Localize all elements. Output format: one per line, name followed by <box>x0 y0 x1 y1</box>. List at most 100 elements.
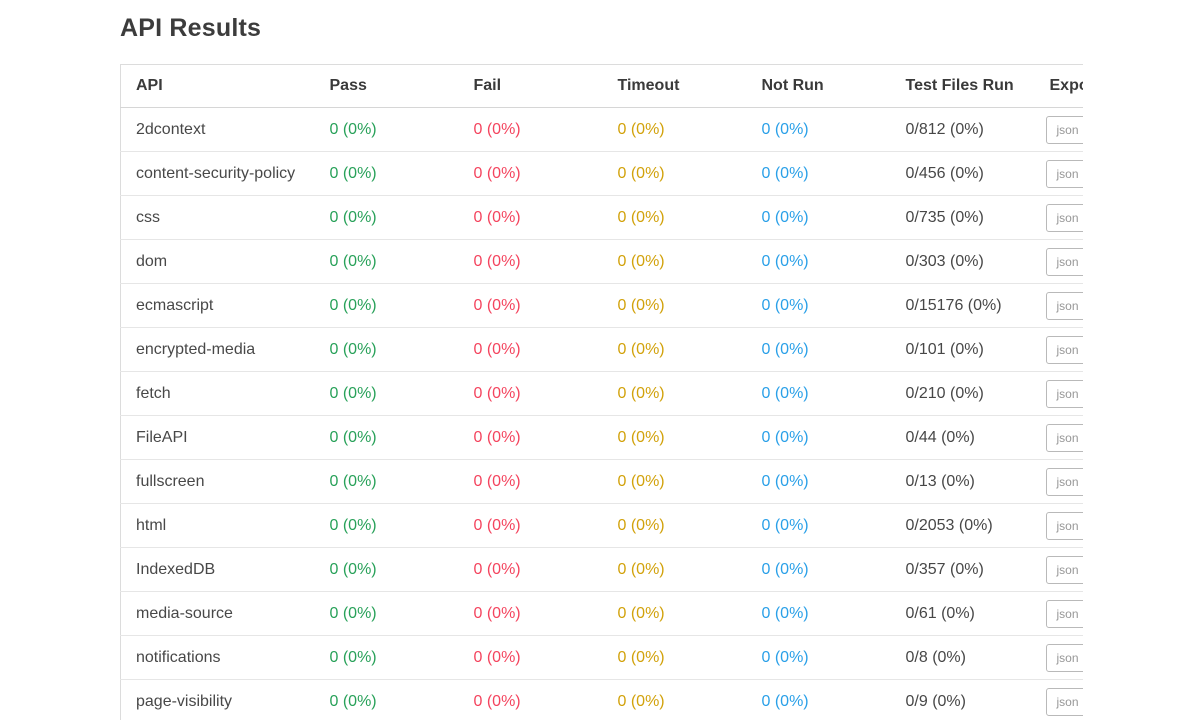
export-cell: json <box>1034 195 1083 240</box>
not-run-count-cell: 0 (0%) <box>746 503 891 548</box>
not-run-count-cell: 0 (0%) <box>746 151 891 196</box>
not-run-count-cell: 0 (0%) <box>746 327 891 372</box>
export-json-button[interactable]: json <box>1045 291 1083 320</box>
table-row: media-source 0 (0%) 0 (0%) 0 (0%) 0 (0%)… <box>120 591 1083 636</box>
not-run-count-cell: 0 (0%) <box>746 547 891 592</box>
timeout-count-cell: 0 (0%) <box>602 503 747 548</box>
not-run-count-cell: 0 (0%) <box>746 459 891 504</box>
not-run-count-cell: 0 (0%) <box>746 635 891 680</box>
pass-count-cell: 0 (0%) <box>314 415 459 460</box>
export-json-button[interactable]: json <box>1045 643 1083 672</box>
export-json-button[interactable]: json <box>1045 115 1083 144</box>
export-json-button[interactable]: json <box>1045 511 1083 540</box>
export-json-button[interactable]: json <box>1045 203 1083 232</box>
export-json-button[interactable]: json <box>1045 687 1083 716</box>
column-header-timeout: Timeout <box>602 64 747 108</box>
pass-count-cell: 0 (0%) <box>314 679 459 720</box>
timeout-count-cell: 0 (0%) <box>602 107 747 152</box>
table-row: 2dcontext 0 (0%) 0 (0%) 0 (0%) 0 (0%) 0/… <box>120 107 1083 152</box>
api-name-cell: IndexedDB <box>120 547 315 592</box>
table-row: page-visibility 0 (0%) 0 (0%) 0 (0%) 0 (… <box>120 679 1083 720</box>
pass-count-cell: 0 (0%) <box>314 635 459 680</box>
test-files-run-cell: 0/15176 (0%) <box>890 283 1035 328</box>
api-name-cell: html <box>120 503 315 548</box>
table-header: API Pass Fail Timeout Not Run Test Files… <box>120 64 1083 108</box>
api-name-cell: 2dcontext <box>120 107 315 152</box>
export-cell: json <box>1034 327 1083 372</box>
fail-count-cell: 0 (0%) <box>458 547 603 592</box>
timeout-count-cell: 0 (0%) <box>602 239 747 284</box>
timeout-count-cell: 0 (0%) <box>602 371 747 416</box>
not-run-count-cell: 0 (0%) <box>746 371 891 416</box>
export-cell: json <box>1034 679 1083 720</box>
table-row: IndexedDB 0 (0%) 0 (0%) 0 (0%) 0 (0%) 0/… <box>120 547 1083 592</box>
results-table-viewport: API Pass Fail Timeout Not Run Test Files… <box>120 64 1083 720</box>
api-name-cell: dom <box>120 239 315 284</box>
table-row: ecmascript 0 (0%) 0 (0%) 0 (0%) 0 (0%) 0… <box>120 283 1083 328</box>
api-name-cell: notifications <box>120 635 315 680</box>
test-files-run-cell: 0/13 (0%) <box>890 459 1035 504</box>
export-json-button[interactable]: json <box>1045 467 1083 496</box>
api-name-cell: fullscreen <box>120 459 315 504</box>
api-name-cell: FileAPI <box>120 415 315 460</box>
test-files-run-cell: 0/44 (0%) <box>890 415 1035 460</box>
fail-count-cell: 0 (0%) <box>458 283 603 328</box>
timeout-count-cell: 0 (0%) <box>602 151 747 196</box>
export-cell: json <box>1034 151 1083 196</box>
column-header-fail: Fail <box>458 64 603 108</box>
export-json-button[interactable]: json <box>1045 247 1083 276</box>
not-run-count-cell: 0 (0%) <box>746 239 891 284</box>
export-cell: json <box>1034 371 1083 416</box>
api-name-cell: content-security-policy <box>120 151 315 196</box>
timeout-count-cell: 0 (0%) <box>602 635 747 680</box>
export-cell: json <box>1034 107 1083 152</box>
export-cell: json <box>1034 283 1083 328</box>
export-json-button[interactable]: json <box>1045 599 1083 628</box>
timeout-count-cell: 0 (0%) <box>602 195 747 240</box>
export-json-button[interactable]: json <box>1045 423 1083 452</box>
timeout-count-cell: 0 (0%) <box>602 679 747 720</box>
export-json-button[interactable]: json <box>1045 159 1083 188</box>
fail-count-cell: 0 (0%) <box>458 327 603 372</box>
export-cell: json <box>1034 591 1083 636</box>
fail-count-cell: 0 (0%) <box>458 591 603 636</box>
api-name-cell: page-visibility <box>120 679 315 720</box>
api-results-table: API Pass Fail Timeout Not Run Test Files… <box>120 64 1083 720</box>
test-files-run-cell: 0/2053 (0%) <box>890 503 1035 548</box>
pass-count-cell: 0 (0%) <box>314 239 459 284</box>
pass-count-cell: 0 (0%) <box>314 327 459 372</box>
pass-count-cell: 0 (0%) <box>314 195 459 240</box>
api-name-cell: ecmascript <box>120 283 315 328</box>
api-name-cell: css <box>120 195 315 240</box>
fail-count-cell: 0 (0%) <box>458 371 603 416</box>
export-json-button[interactable]: json <box>1045 379 1083 408</box>
test-files-run-cell: 0/210 (0%) <box>890 371 1035 416</box>
fail-count-cell: 0 (0%) <box>458 239 603 284</box>
test-files-run-cell: 0/9 (0%) <box>890 679 1035 720</box>
api-name-cell: media-source <box>120 591 315 636</box>
pass-count-cell: 0 (0%) <box>314 151 459 196</box>
fail-count-cell: 0 (0%) <box>458 415 603 460</box>
export-cell: json <box>1034 635 1083 680</box>
export-json-button[interactable]: json <box>1045 555 1083 584</box>
export-cell: json <box>1034 547 1083 592</box>
export-json-button[interactable]: json <box>1045 335 1083 364</box>
table-row: css 0 (0%) 0 (0%) 0 (0%) 0 (0%) 0/735 (0… <box>120 195 1083 240</box>
fail-count-cell: 0 (0%) <box>458 635 603 680</box>
column-header-export: Export <box>1034 64 1083 108</box>
not-run-count-cell: 0 (0%) <box>746 679 891 720</box>
test-files-run-cell: 0/8 (0%) <box>890 635 1035 680</box>
fail-count-cell: 0 (0%) <box>458 151 603 196</box>
api-name-cell: fetch <box>120 371 315 416</box>
fail-count-cell: 0 (0%) <box>458 459 603 504</box>
timeout-count-cell: 0 (0%) <box>602 459 747 504</box>
timeout-count-cell: 0 (0%) <box>602 415 747 460</box>
test-files-run-cell: 0/101 (0%) <box>890 327 1035 372</box>
export-cell: json <box>1034 415 1083 460</box>
table-row: dom 0 (0%) 0 (0%) 0 (0%) 0 (0%) 0/303 (0… <box>120 239 1083 284</box>
pass-count-cell: 0 (0%) <box>314 459 459 504</box>
pass-count-cell: 0 (0%) <box>314 107 459 152</box>
test-files-run-cell: 0/303 (0%) <box>890 239 1035 284</box>
table-row: html 0 (0%) 0 (0%) 0 (0%) 0 (0%) 0/2053 … <box>120 503 1083 548</box>
